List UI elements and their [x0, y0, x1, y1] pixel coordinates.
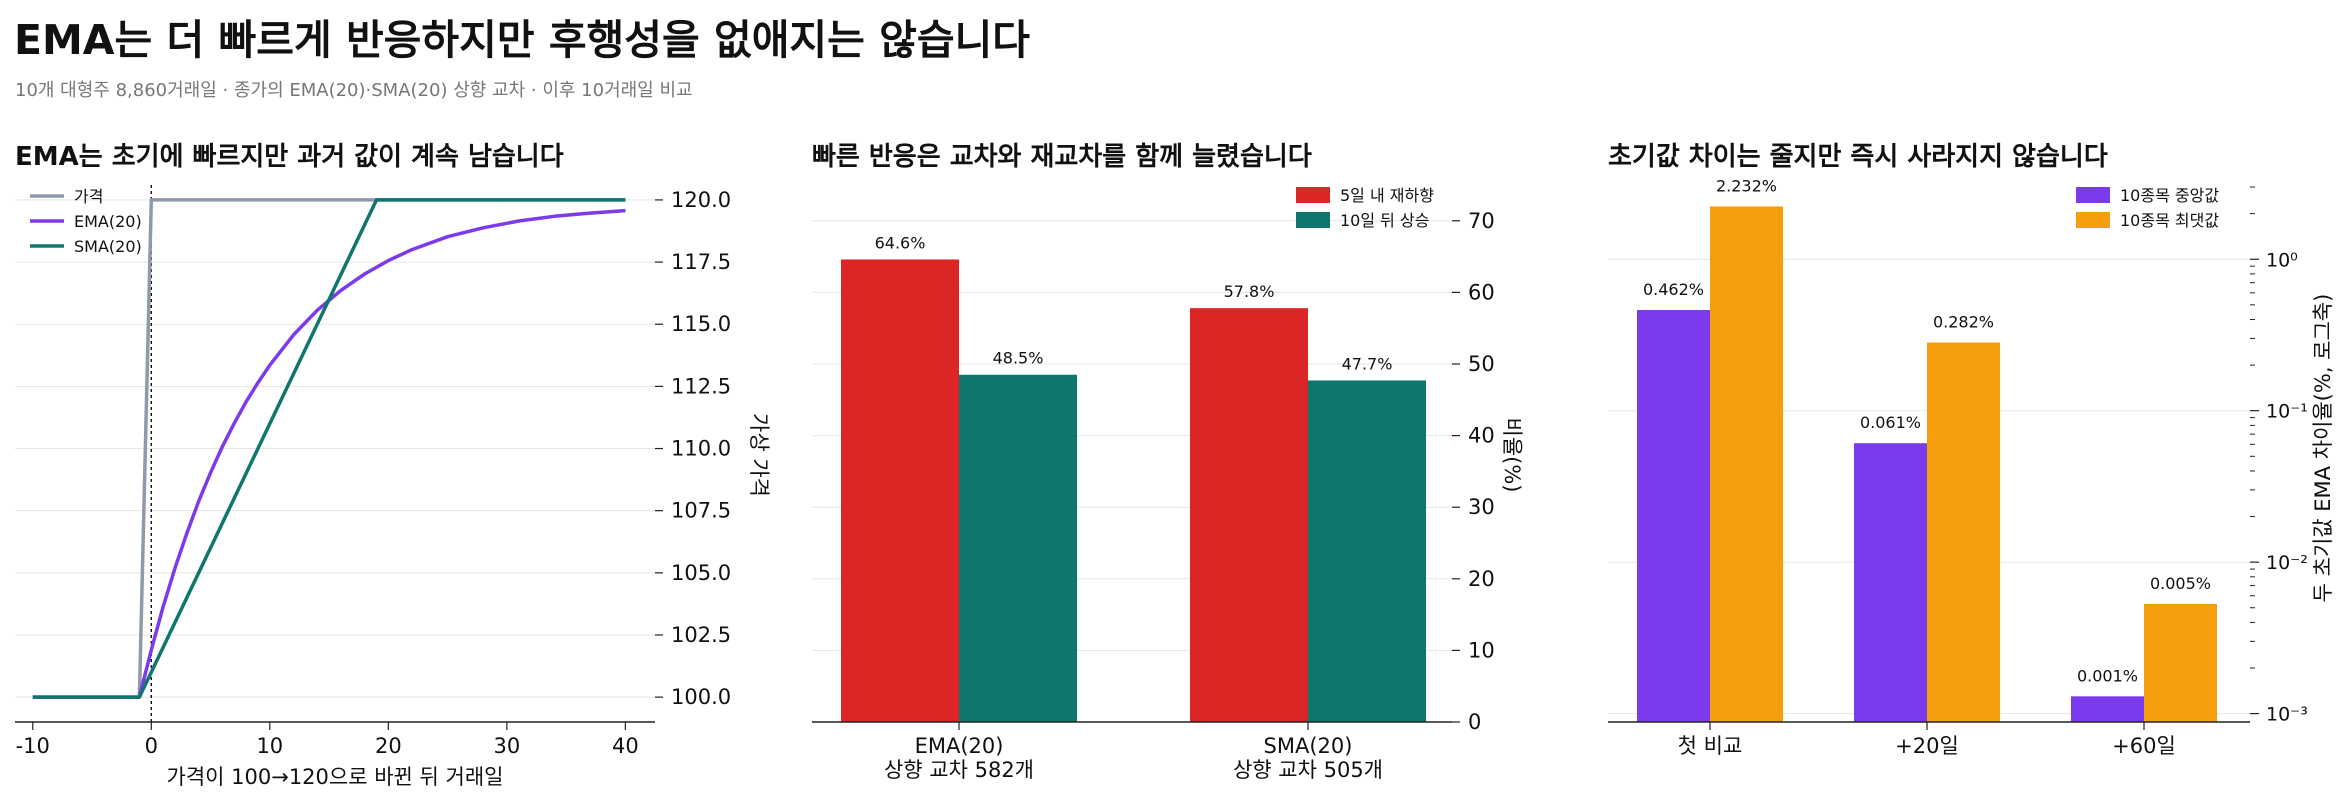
p2-y-tick-label: 60 — [1468, 280, 1495, 304]
p1-y-tick-label: 117.5 — [671, 250, 731, 274]
p1-x-tick-label: -10 — [16, 734, 50, 758]
p3-bar — [1710, 206, 1783, 722]
p3-bar-value-label: 0.005% — [2150, 574, 2211, 593]
p3-legend-label: 10종목 중앙값 — [2120, 186, 2219, 205]
panel-1-title: EMA는 초기에 빠르지만 과거 값이 계속 남습니다 — [15, 142, 564, 172]
p2-legend-label: 10일 뒤 상승 — [1340, 211, 1429, 230]
p2-bar-value-label: 47.7% — [1342, 354, 1393, 373]
p3-x-tick-label: +20일 — [1895, 734, 1959, 758]
p2-y-axis-label: 비율(%) — [1500, 418, 1524, 493]
p2-bar — [1190, 308, 1308, 722]
p2-bar-value-label: 64.6% — [875, 233, 926, 252]
p1-legend-label: 가격 — [74, 187, 103, 206]
p2-y-tick-label: 30 — [1468, 495, 1495, 519]
p1-y-tick-label: 120.0 — [671, 188, 731, 212]
p2-bar — [1308, 380, 1426, 722]
p2-y-tick-label: 10 — [1468, 638, 1495, 662]
p2-y-tick-label: 50 — [1468, 352, 1495, 376]
page-title: EMA는 더 빠르게 반응하지만 후행성을 없애지는 않습니다 — [14, 16, 1031, 64]
panel-2-title: 빠른 반응은 교차와 재교차를 함께 늘렸습니다 — [812, 142, 1312, 172]
p2-bar — [841, 259, 959, 722]
p2-x-tick-label: 상향 교차 582개 — [884, 758, 1034, 782]
p3-y-tick-label: 10⁻² — [2266, 552, 2308, 574]
p3-bar-value-label: 0.462% — [1643, 280, 1704, 299]
p3-bar — [1927, 342, 2000, 722]
p1-y-tick-label: 115.0 — [671, 312, 731, 336]
p3-legend-swatch — [2076, 212, 2110, 228]
p1-y-tick-label: 105.0 — [671, 561, 731, 585]
p1-legend-label: SMA(20) — [74, 237, 142, 256]
p1-y-tick-label: 112.5 — [671, 374, 731, 398]
p2-y-tick-label: 70 — [1468, 209, 1495, 233]
p2-x-tick-label: 상향 교차 505개 — [1233, 758, 1383, 782]
p3-bar-value-label: 0.061% — [1860, 413, 1921, 432]
p1-x-tick-label: 10 — [256, 734, 283, 758]
p2-legend-swatch — [1296, 212, 1330, 228]
p3-y-axis-label: 두 초기값 EMA 차이율(%, 로그축) — [2311, 294, 2335, 603]
p3-y-tick-label: 10⁰ — [2266, 249, 2298, 271]
p2-y-tick-label: 20 — [1468, 567, 1495, 591]
p2-legend-swatch — [1296, 187, 1330, 203]
p3-x-tick-label: +60일 — [2112, 734, 2176, 758]
p2-bar-value-label: 57.8% — [1224, 282, 1275, 301]
p3-bar-value-label: 0.282% — [1933, 313, 1994, 332]
p1-y-tick-label: 110.0 — [671, 437, 731, 461]
page-subtitle: 10개 대형주 8,860거래일 · 종가의 EMA(20)·SMA(20) 상… — [15, 80, 693, 101]
p3-bar — [1637, 310, 1710, 722]
p3-bar — [2071, 696, 2144, 722]
p2-legend-label: 5일 내 재하향 — [1340, 186, 1434, 205]
p3-bar-value-label: 2.232% — [1716, 176, 1777, 195]
p1-x-tick-label: 0 — [145, 734, 158, 758]
p1-x-axis-label: 가격이 100→120으로 바뀐 뒤 거래일 — [167, 765, 504, 789]
p2-x-tick-label: SMA(20) — [1264, 734, 1353, 758]
p3-bar — [2144, 603, 2217, 722]
p3-bar — [1854, 443, 1927, 722]
p1-legend-label: EMA(20) — [74, 212, 142, 231]
p1-series-line — [32, 198, 626, 699]
p1-x-tick-label: 20 — [375, 734, 402, 758]
p3-legend-swatch — [2076, 187, 2110, 203]
p3-x-tick-label: 첫 비교 — [1678, 734, 1743, 758]
p1-x-tick-label: 30 — [493, 734, 520, 758]
p1-y-axis-label: 가상 가격 — [747, 413, 771, 497]
p2-x-tick-label: EMA(20) — [915, 734, 1004, 758]
p3-bar-value-label: 0.001% — [2077, 666, 2138, 685]
p1-y-tick-label: 100.0 — [671, 685, 731, 709]
p2-bar — [959, 374, 1077, 722]
p1-x-tick-label: 40 — [612, 734, 639, 758]
p1-series-line — [32, 208, 626, 699]
p3-y-tick-label: 10⁻¹ — [2266, 401, 2308, 423]
p3-legend-label: 10종목 최댓값 — [2120, 211, 2219, 230]
p1-y-tick-label: 102.5 — [671, 623, 731, 647]
panel-3-title: 초기값 차이는 줄지만 즉시 사라지지 않습니다 — [1608, 142, 2108, 172]
p2-y-tick-label: 0 — [1468, 710, 1481, 734]
p3-y-tick-label: 10⁻³ — [2266, 704, 2308, 726]
p1-y-tick-label: 107.5 — [671, 499, 731, 523]
p2-bar-value-label: 48.5% — [993, 349, 1044, 368]
p2-y-tick-label: 40 — [1468, 424, 1495, 448]
